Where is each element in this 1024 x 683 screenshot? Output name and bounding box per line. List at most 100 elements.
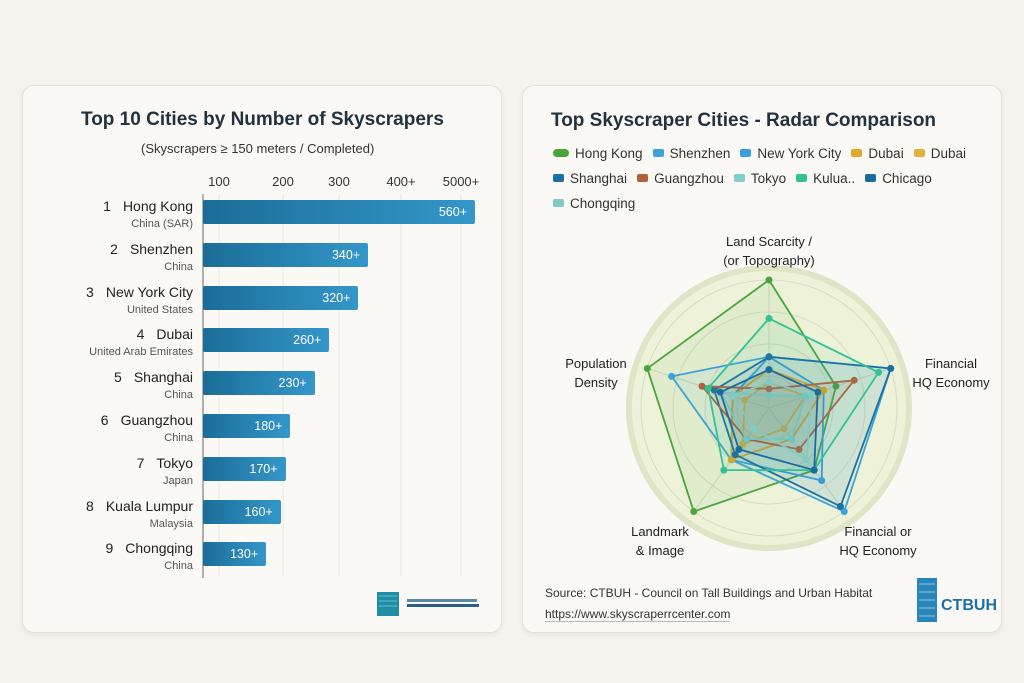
legend-item[interactable]: Dubai bbox=[913, 144, 966, 162]
bar: 180+ bbox=[203, 414, 291, 438]
legend-label: Kulua.. bbox=[813, 170, 856, 186]
radar-point bbox=[765, 366, 773, 374]
legend-label: Dubai bbox=[930, 145, 966, 161]
radar-series-polygon bbox=[731, 381, 813, 462]
radar-point bbox=[836, 502, 844, 510]
country-label: China bbox=[164, 432, 193, 444]
bar-row: 1 Hong Kong China (SAR) 560+ bbox=[23, 198, 501, 238]
radar-point bbox=[780, 425, 788, 433]
legend-item[interactable]: Guangzhou bbox=[637, 169, 724, 187]
rank-label: 1 bbox=[103, 198, 111, 214]
legend-label: Hong Kong bbox=[575, 145, 643, 161]
source-text: Source: CTBUH - Council on Tall Building… bbox=[545, 586, 873, 600]
bar-row: 9 Chongqing China 130+ bbox=[23, 540, 501, 580]
bar: 160+ bbox=[203, 499, 281, 524]
radar-series-polygon bbox=[700, 379, 857, 451]
tick-label: 300 bbox=[328, 174, 350, 189]
radar-point bbox=[765, 385, 773, 393]
legend-swatch bbox=[652, 149, 664, 157]
legend-swatch bbox=[553, 149, 569, 157]
city-label: Kuala Lumpur bbox=[105, 497, 193, 514]
radar-point bbox=[887, 364, 895, 372]
radar-point bbox=[720, 466, 728, 474]
legend-swatch bbox=[740, 149, 752, 157]
radar-point bbox=[765, 353, 773, 361]
rank-label: 9 bbox=[105, 540, 114, 557]
legend-item[interactable]: Kulua.. bbox=[796, 169, 855, 187]
rank-city-line: 4 Dubai bbox=[137, 326, 193, 342]
legend-item[interactable]: Shenzhen bbox=[652, 144, 730, 162]
rank-city-line: 1 Hong Kong bbox=[103, 198, 193, 214]
radar-point bbox=[765, 378, 773, 386]
bar-row: 6 Guangzhou China 180+ bbox=[23, 412, 501, 452]
bar: 260+ bbox=[203, 328, 330, 353]
radar-point bbox=[765, 314, 773, 322]
tick-label: 200 bbox=[272, 174, 294, 189]
city-label: Tokyo bbox=[156, 454, 193, 471]
rank-label: 5 bbox=[114, 369, 122, 386]
radar-point bbox=[735, 445, 743, 453]
axis-label-financial-or-hq: Financial or HQ Economy bbox=[839, 524, 917, 558]
city-label: Dubai bbox=[156, 326, 193, 343]
legend-label: Dubai bbox=[868, 145, 904, 161]
legend-item[interactable]: New York City bbox=[740, 144, 841, 162]
city-label: Shenzhen bbox=[129, 240, 193, 257]
legend-swatch bbox=[913, 149, 925, 157]
radar-point bbox=[765, 276, 773, 284]
rank-label: 2 bbox=[110, 240, 118, 257]
rank-city-line: 2 Shenzhen bbox=[110, 241, 193, 257]
ctbuh-logo: CTBUH bbox=[915, 576, 999, 624]
country-label: China bbox=[164, 560, 193, 573]
axis-label-financial-hq: Financial HQ Economy bbox=[912, 356, 990, 390]
bar-chart-title: Top 10 Cities by Number of Skyscrapers bbox=[81, 109, 444, 130]
legend-item[interactable]: Chongqing bbox=[553, 194, 635, 212]
bar: 230+ bbox=[203, 371, 315, 396]
legend-label: New York City bbox=[757, 145, 842, 161]
radar-series-polygon bbox=[646, 278, 837, 513]
bar: 340+ bbox=[203, 242, 369, 267]
radar-point bbox=[690, 508, 698, 516]
city-label: New York City bbox=[105, 283, 193, 300]
radar-series-polygon bbox=[741, 381, 807, 446]
source-link[interactable]: https://www.skyscraperrcenter.com bbox=[545, 607, 731, 622]
radar-point bbox=[802, 392, 810, 400]
bar: 560+ bbox=[203, 200, 475, 224]
rank-city-line: 8 Kuala Lumpur bbox=[86, 498, 193, 514]
radar-point bbox=[727, 456, 735, 464]
radar-plot bbox=[626, 265, 912, 551]
radar-point bbox=[832, 382, 840, 390]
axis-label-population-density: Population Density bbox=[565, 356, 627, 390]
country-label: Japan bbox=[163, 474, 193, 487]
bar-row: 8 Kuala Lumpur Malaysia 160+ bbox=[23, 498, 501, 538]
legend-item[interactable]: Chicago bbox=[865, 169, 932, 187]
radar-point bbox=[643, 364, 651, 372]
legend-swatch bbox=[733, 174, 745, 182]
radar-chart-card: Top Skyscraper Cities - Radar Comparison… bbox=[522, 85, 1002, 633]
legend-swatch bbox=[637, 174, 649, 182]
radar-point bbox=[803, 456, 811, 464]
rank-city-line: 9 Chongqing bbox=[105, 540, 193, 556]
city-label: Chongqing bbox=[125, 540, 193, 557]
legend-swatch bbox=[553, 174, 564, 182]
radar-point bbox=[788, 435, 796, 443]
bar-row: 5 Shanghai China 230+ bbox=[23, 369, 501, 409]
radar-point bbox=[810, 466, 818, 474]
country-label: China bbox=[164, 260, 193, 273]
legend-item[interactable]: Shanghai bbox=[553, 169, 627, 187]
radar-point bbox=[840, 508, 848, 516]
rank-city-line: 6 Guangzhou bbox=[101, 412, 193, 428]
skyscraper-center-logo bbox=[375, 588, 485, 618]
radar-point bbox=[731, 451, 739, 459]
legend-item[interactable]: Dubai bbox=[851, 144, 904, 162]
radar-series-polygon bbox=[719, 368, 819, 472]
city-label: Guangzhou bbox=[120, 412, 193, 428]
radar-point bbox=[808, 390, 816, 398]
city-label: Hong Kong bbox=[122, 198, 193, 214]
legend-item[interactable]: Hong Kong bbox=[553, 144, 643, 162]
legend-swatch bbox=[851, 149, 863, 157]
legend-item[interactable]: Tokyo bbox=[733, 169, 786, 187]
radar-point bbox=[795, 445, 803, 453]
legend-label: Shanghai bbox=[570, 170, 628, 186]
country-label: United States bbox=[126, 303, 193, 316]
rank-label: 3 bbox=[86, 283, 94, 300]
